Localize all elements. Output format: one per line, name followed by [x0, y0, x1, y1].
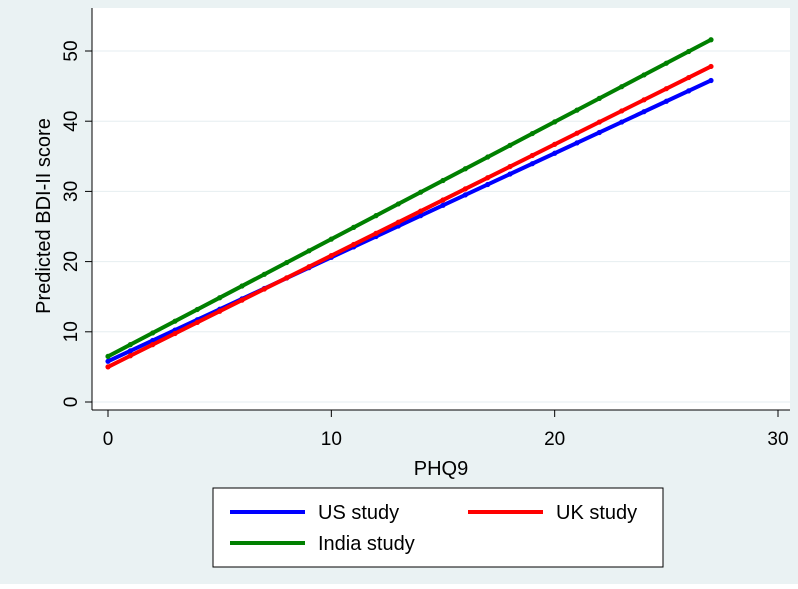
x-tick-label: 10: [321, 429, 342, 450]
series-point: [328, 253, 334, 259]
y-tick-label: 40: [61, 111, 82, 132]
series-point: [552, 150, 558, 156]
series-point: [507, 171, 513, 177]
y-tick-label: 0: [61, 397, 82, 408]
series-point: [172, 318, 178, 324]
series-point: [663, 60, 669, 66]
legend-label: UK study: [556, 502, 637, 524]
series-point: [306, 264, 312, 270]
series-point: [284, 275, 290, 281]
series-point: [619, 108, 625, 114]
series-point: [507, 163, 513, 170]
series-point: [574, 107, 580, 113]
series-point: [686, 48, 692, 55]
series-point: [105, 364, 111, 370]
series-point: [440, 197, 446, 203]
series-point: [663, 98, 669, 104]
series-point: [507, 142, 513, 148]
x-tick-label: 20: [544, 429, 565, 450]
series-point: [440, 177, 446, 184]
series-point: [418, 208, 424, 214]
legend-label: India study: [318, 533, 415, 555]
y-tick-label: 10: [61, 321, 82, 342]
x-tick-label: 0: [103, 429, 114, 450]
series-point: [217, 308, 223, 314]
series-point: [708, 63, 714, 70]
series-point: [217, 295, 223, 301]
series-point: [127, 342, 133, 348]
series-point: [462, 166, 468, 172]
series-point: [529, 130, 535, 137]
series-point: [529, 161, 535, 167]
series-point: [351, 241, 357, 248]
series-point: [708, 37, 714, 43]
x-axis-label: PHQ9: [414, 458, 468, 480]
series-point: [105, 353, 111, 359]
series-point: [485, 175, 491, 181]
series-point: [172, 330, 178, 337]
series-line: [106, 78, 713, 364]
y-axis-label: Predicted BDI-II score: [33, 118, 55, 314]
series-point: [127, 348, 133, 354]
series-point: [529, 152, 535, 159]
series-point: [641, 97, 647, 103]
series-point: [686, 74, 692, 81]
series-point: [351, 224, 357, 230]
series-point: [395, 201, 401, 207]
legend: US study UK study India study: [212, 487, 664, 568]
y-tick-label: 50: [61, 40, 82, 61]
series-point: [462, 186, 468, 192]
grid-lines: [92, 50, 790, 403]
plot-area: [92, 8, 790, 410]
series-point: [150, 342, 156, 348]
series-point: [596, 129, 602, 136]
series-point: [127, 353, 133, 359]
series-point: [239, 297, 245, 303]
series-point: [619, 84, 625, 90]
series-point: [105, 358, 111, 364]
series-point: [284, 259, 290, 266]
series-point: [686, 88, 692, 94]
legend-label: US study: [318, 502, 399, 524]
series-point: [194, 319, 200, 325]
series-point: [552, 141, 558, 147]
series-point: [596, 119, 602, 125]
series-point: [328, 236, 334, 242]
series-point: [485, 181, 491, 188]
series-point: [663, 86, 669, 92]
series-line: [106, 64, 713, 369]
series-point: [619, 119, 625, 125]
series-point: [261, 271, 267, 277]
legend-box: [212, 487, 664, 568]
series-point: [462, 192, 468, 198]
series-point: [150, 330, 156, 336]
series-point: [641, 72, 647, 78]
series-point: [552, 119, 558, 125]
series-point: [373, 213, 379, 219]
series-point: [708, 77, 714, 84]
series-point: [418, 189, 424, 195]
axes: 0 10 20 30 40 50 0 10 20 30: [61, 8, 790, 450]
series-point: [485, 154, 491, 160]
series-point: [239, 283, 245, 289]
y-tick-label: 20: [61, 251, 82, 272]
series-lines: [105, 37, 714, 370]
x-tick-label: 30: [767, 429, 788, 450]
series-point: [641, 109, 647, 115]
series-point: [574, 130, 580, 136]
series-point: [596, 95, 602, 101]
series-point: [194, 306, 200, 313]
y-tick-label: 30: [61, 181, 82, 202]
series-point: [440, 202, 446, 208]
series-point: [261, 286, 267, 292]
series-line: [106, 37, 713, 359]
series-point: [574, 140, 580, 146]
series-point: [306, 248, 312, 254]
series-point: [395, 219, 401, 225]
series-point: [418, 213, 424, 219]
series-point: [373, 230, 379, 236]
